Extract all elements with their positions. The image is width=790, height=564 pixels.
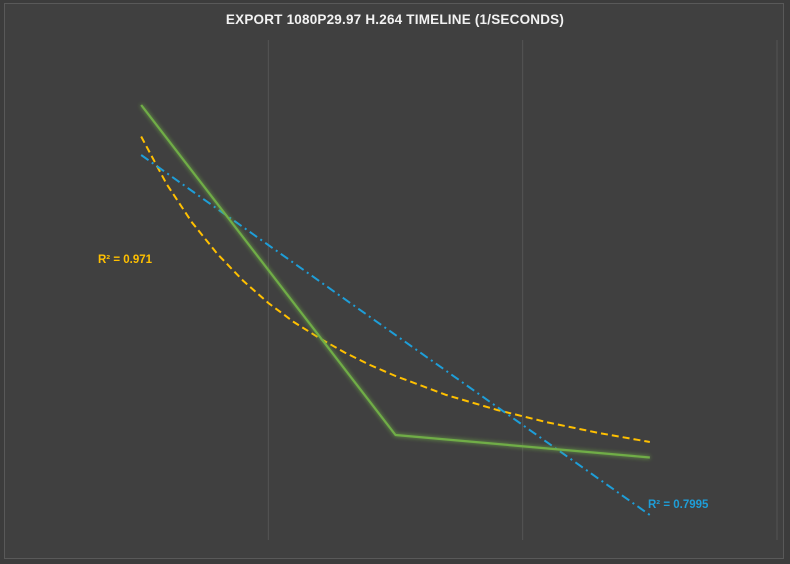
chart-title: EXPORT 1080P29.97 H.264 TIMELINE (1/SECO…: [225, 12, 565, 27]
chart-area: [4, 3, 784, 559]
power-trendline: [140, 136, 651, 443]
r-squared-label-power: R² = 0.971: [98, 254, 153, 266]
r-squared-label-linear: R² = 0.7995: [648, 499, 709, 511]
series-line-1: [140, 104, 650, 459]
linear-trendline: [140, 154, 651, 516]
